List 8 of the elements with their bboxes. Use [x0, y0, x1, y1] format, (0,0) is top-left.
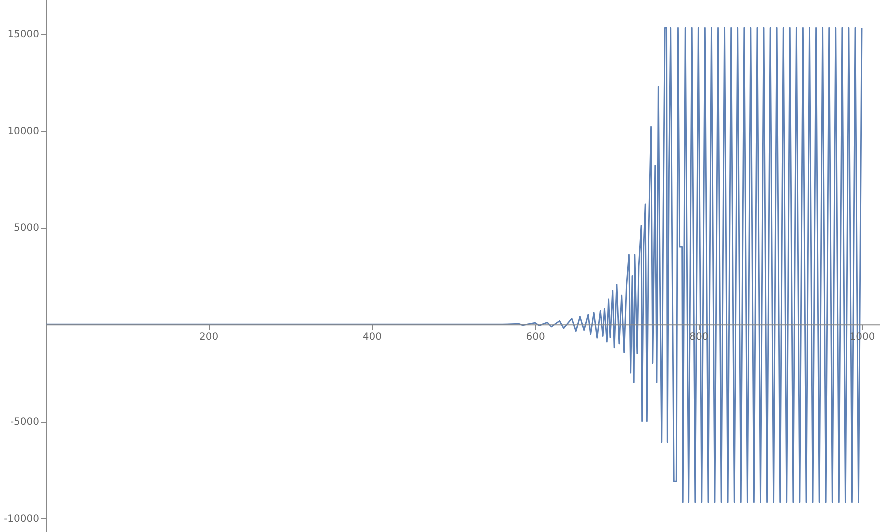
y-tick-label: 5000 [14, 223, 40, 234]
x-tick-label: 600 [526, 332, 546, 344]
y-tick-label: 15000 [8, 29, 40, 40]
x-tick-label: 400 [362, 332, 382, 344]
y-tick-label: 10000 [8, 126, 40, 138]
y-tick-label: -10000 [4, 514, 40, 525]
x-tick-label: 200 [200, 332, 219, 344]
y-tick-label: -5000 [10, 417, 40, 428]
